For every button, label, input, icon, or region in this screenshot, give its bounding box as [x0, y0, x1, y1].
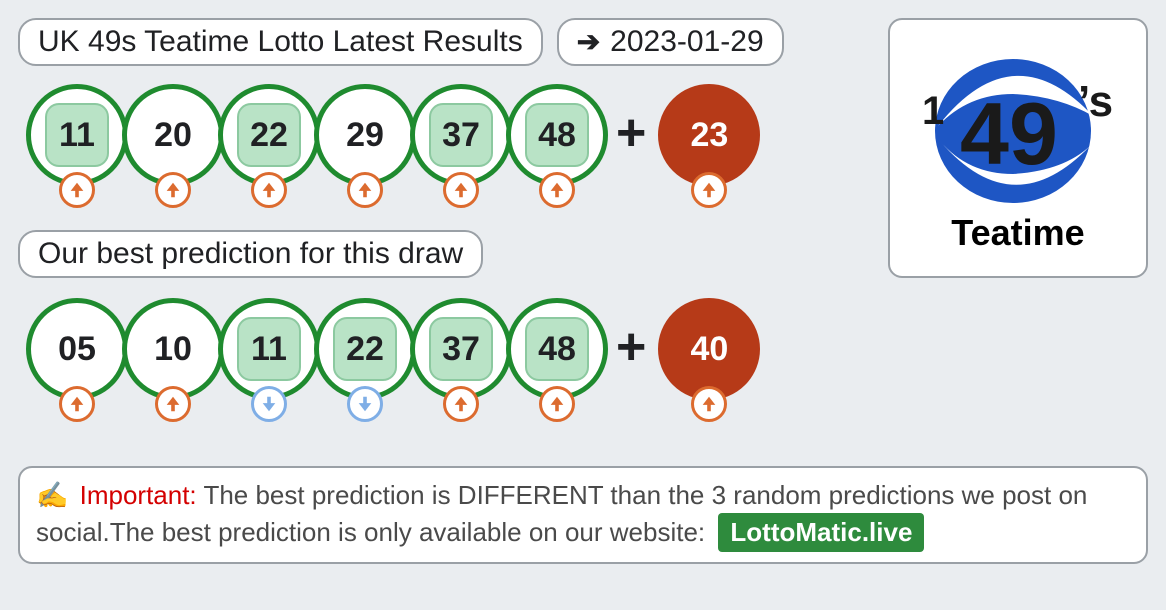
lotto-ball: 05	[26, 298, 128, 422]
bonus-ball: 40	[658, 298, 760, 422]
trend-up-icon	[539, 172, 575, 208]
ball-number: 40	[690, 330, 728, 369]
pencil-icon: ✍️	[36, 480, 68, 510]
lotto-ball: 48	[506, 298, 608, 422]
bonus-ball: 23	[658, 84, 760, 208]
results-date-pill: ➔ 2023-01-29	[557, 18, 784, 66]
ball-number: 22	[346, 330, 384, 369]
prediction-title: Our best prediction for this draw	[18, 230, 483, 278]
lotto-logo-graphic: 1 49 ’s	[918, 46, 1118, 206]
svg-text:’s: ’s	[1078, 77, 1113, 126]
lotto-ball: 10	[122, 298, 224, 422]
results-title: UK 49s Teatime Lotto Latest Results	[18, 18, 543, 66]
plus-sign: +	[616, 317, 646, 377]
trend-down-icon	[347, 386, 383, 422]
ball-number: 48	[538, 330, 576, 369]
svg-text:49: 49	[960, 84, 1058, 183]
trend-up-icon	[443, 172, 479, 208]
ball-number: 37	[442, 116, 480, 155]
lotto-ball: 20	[122, 84, 224, 208]
ball-number: 22	[250, 116, 288, 155]
site-badge[interactable]: LottoMatic.live	[718, 513, 924, 552]
ball-number: 23	[690, 116, 728, 155]
ball-number: 05	[58, 330, 96, 369]
important-label: Important:	[80, 480, 197, 510]
trend-down-icon	[251, 386, 287, 422]
trend-up-icon	[59, 172, 95, 208]
ball-number: 48	[538, 116, 576, 155]
trend-up-icon	[347, 172, 383, 208]
lotto-ball: 37	[410, 84, 512, 208]
results-date: 2023-01-29	[610, 24, 763, 60]
trend-up-icon	[59, 386, 95, 422]
ball-number: 29	[346, 116, 384, 155]
trend-up-icon	[155, 172, 191, 208]
plus-sign: +	[616, 103, 646, 163]
lotto-ball: 11	[218, 298, 320, 422]
important-notice: ✍️ Important: The best prediction is DIF…	[18, 466, 1148, 564]
trend-up-icon	[691, 172, 727, 208]
lotto-ball: 29	[314, 84, 416, 208]
lotto-ball: 22	[314, 298, 416, 422]
lotto-ball: 37	[410, 298, 512, 422]
ball-number: 10	[154, 330, 192, 369]
trend-up-icon	[443, 386, 479, 422]
ball-number: 20	[154, 116, 192, 155]
logo-caption: Teatime	[951, 212, 1084, 254]
lotto-ball: 48	[506, 84, 608, 208]
lotto-ball: 22	[218, 84, 320, 208]
arrow-right-icon: ➔	[577, 25, 600, 59]
lotto-logo-card: 1 49 ’s Teatime	[888, 18, 1148, 278]
svg-text:1: 1	[922, 89, 944, 133]
trend-up-icon	[539, 386, 575, 422]
ball-number: 11	[251, 330, 287, 369]
ball-number: 37	[442, 330, 480, 369]
trend-up-icon	[251, 172, 287, 208]
trend-up-icon	[155, 386, 191, 422]
lotto-ball: 11	[26, 84, 128, 208]
prediction-balls-row: 05 10 11 22	[26, 298, 1148, 422]
trend-up-icon	[691, 386, 727, 422]
ball-number: 11	[59, 116, 95, 155]
